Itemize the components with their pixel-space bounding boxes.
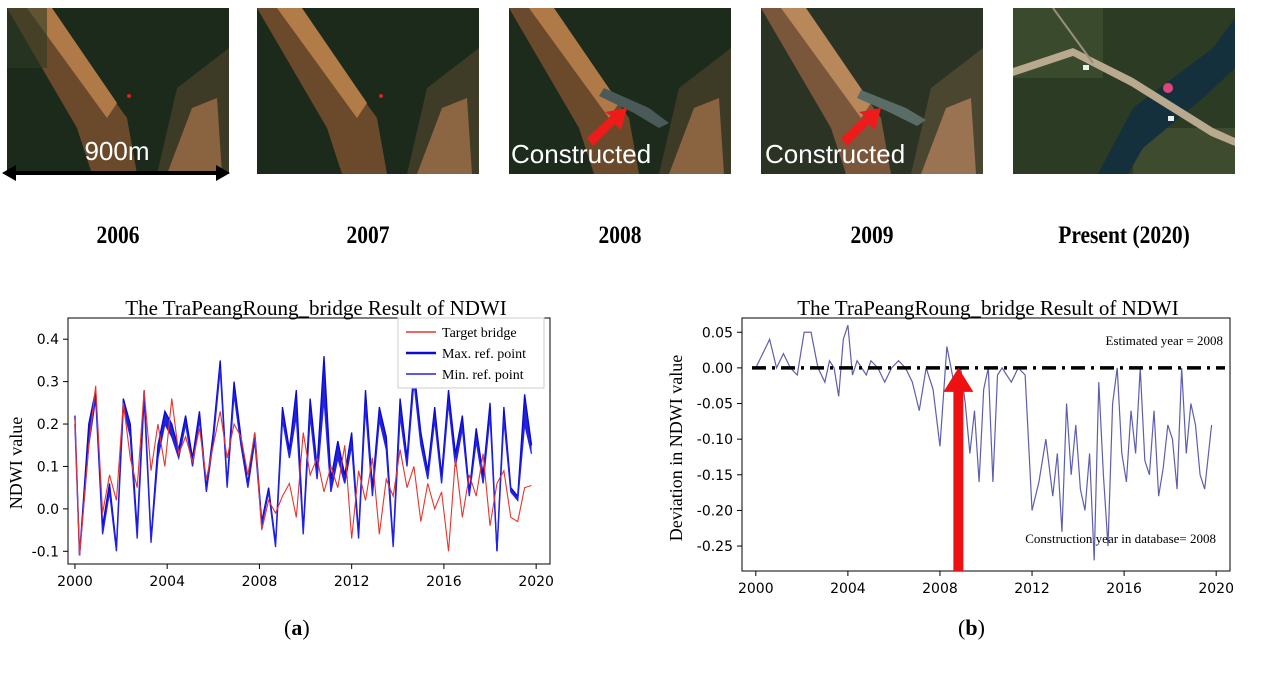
chart-a-xtick-label: 2008 [242, 574, 278, 590]
chart-a-ytick-label: 0.0 [37, 502, 59, 518]
scale-label: 900m [84, 136, 149, 166]
chart-a-xtick-label: 2012 [334, 574, 370, 590]
satellite-image-2008: Constructed [509, 8, 731, 174]
chart-b-title: The TraPeangRoung_bridge Result of NDWI [797, 296, 1178, 320]
scale-bar [2, 165, 230, 181]
chart-a-ylabel: NDWI value [6, 417, 26, 509]
chart-b-xtick-label: 2008 [922, 581, 958, 597]
ndwi-deviation-chart-b: The TraPeangRoung_bridge Result of NDWI … [666, 296, 1234, 597]
chart-a-title: The TraPeangRoung_bridge Result of NDWI [125, 296, 506, 320]
chart-a-xtick-label: 2000 [57, 574, 93, 590]
chart-b-ytick-label: -0.15 [697, 468, 733, 484]
chart-b-ylabel: Deviation in NDWI value [666, 355, 686, 541]
satellite-image-2009: Constructed [761, 8, 983, 174]
year-label-2008: 2008 [598, 222, 642, 249]
year-label-2009: 2009 [850, 222, 894, 249]
annotation-2008: Constructed [511, 139, 651, 169]
satellite-image-2007 [257, 8, 479, 174]
year-label-2006: 2006 [96, 222, 140, 249]
chart-b-xtick-label: 2004 [830, 581, 866, 597]
annotation-2009: Constructed [765, 139, 905, 169]
series-target-bridge [74, 385, 532, 556]
legend-target-bridge: Target bridge [442, 326, 517, 341]
chart-b-ytick-label: 0.05 [702, 325, 733, 341]
chart-a-frame [67, 317, 551, 565]
chart-b-xtick-label: 2012 [1014, 581, 1050, 597]
chart-b-ytick-label: -0.25 [697, 539, 733, 555]
legend-max-ref-point: Max. ref. point [442, 347, 526, 362]
map-image-present [1013, 8, 1235, 174]
year-label-present: Present (2020) [1058, 222, 1190, 249]
chart-b-xtick-label: 2016 [1106, 581, 1142, 597]
chart-b-ytick-label: -0.10 [697, 432, 733, 448]
satellite-image-2006: 900m [7, 8, 229, 174]
chart-a-ytick-label: 0.4 [37, 332, 59, 348]
chart-a-xtick-label: 2020 [518, 574, 554, 590]
chart-a-xtick-label: 2004 [149, 574, 185, 590]
legend-min-ref-point: Min. ref. point [442, 368, 524, 383]
ndwi-chart-a: The TraPeangRoung_bridge Result of NDWI … [6, 296, 554, 590]
chart-a-ytick-label: -0.1 [32, 544, 59, 560]
chart-b-frame [741, 317, 1231, 572]
chart-a-ytick-label: 0.1 [37, 459, 59, 475]
chart-a-ytick-label: 0.3 [37, 375, 59, 391]
year-label-2007: 2007 [346, 222, 390, 249]
chart-a-ytick-label: 0.2 [37, 417, 59, 433]
construction-year-annotation: Construction year in database= 2008 [1025, 531, 1216, 546]
chart-b-ytick-label: -0.20 [697, 503, 733, 519]
series-min-ref-point [74, 368, 533, 556]
chart-a-xtick-label: 2016 [426, 574, 462, 590]
panel-label-b: (b) [958, 615, 985, 640]
chart-a-legend: Target bridge Max. ref. point Min. ref. … [397, 317, 545, 389]
chart-b-ytick-label: 0.00 [702, 361, 733, 377]
chart-b-ytick-label: -0.05 [697, 397, 733, 413]
construction-arrow-head [943, 367, 974, 392]
series-deviation [755, 324, 1213, 561]
chart-b-xtick-label: 2000 [738, 581, 774, 597]
chart-b-xtick-label: 2020 [1198, 581, 1234, 597]
panel-label-a: (a) [284, 615, 310, 640]
estimated-year-annotation: Estimated year = 2008 [1106, 333, 1223, 348]
